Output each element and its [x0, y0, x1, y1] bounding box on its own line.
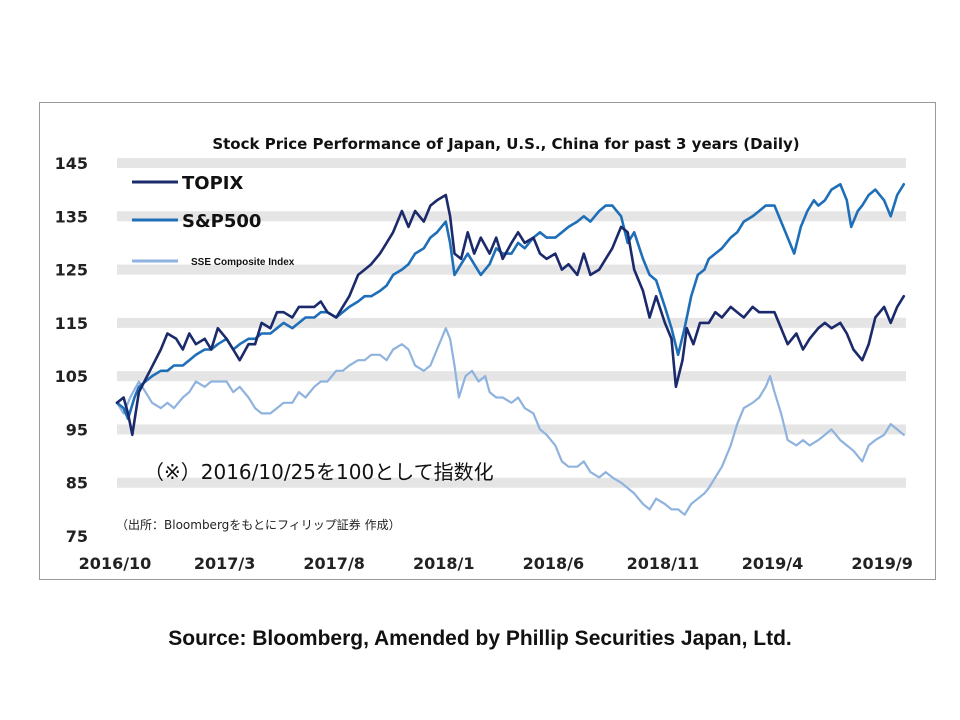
series-lines [115, 183, 906, 516]
y-tick-label: 115 [55, 314, 88, 333]
legend-label: S&P500 [182, 211, 261, 232]
x-axis: 2016/10 2017/3 2017/8 2018/1 2018/6 2018/11 20… [79, 554, 913, 573]
chart-frame: Stock Price Performance of Japan, U.S., … [39, 102, 936, 580]
grid-band [117, 211, 906, 222]
x-tick-label: 2017/3 [194, 554, 256, 573]
legend-label: SSE Composite Index [191, 257, 295, 268]
grid-bands [117, 158, 906, 488]
legend-label: TOPIX [182, 173, 243, 194]
grid-band [117, 158, 906, 168]
grid-band [117, 477, 906, 488]
y-tick-label: 95 [66, 420, 88, 439]
y-tick-label: 75 [66, 527, 88, 546]
y-tick-label: 145 [55, 154, 88, 173]
series-line-sse-composite-index [115, 327, 905, 516]
y-axis: 145 135 125 115 105 95 85 75 [55, 154, 88, 546]
series-line-topix [115, 193, 906, 437]
grid-band [117, 424, 906, 435]
grid-band [117, 264, 906, 275]
y-tick-label: 105 [55, 367, 88, 386]
x-tick-label: 2017/8 [303, 554, 365, 573]
grid-band [117, 317, 906, 328]
y-tick-label: 125 [55, 261, 88, 280]
x-tick-label: 2018/1 [413, 554, 475, 573]
y-tick-label: 135 [55, 207, 88, 226]
chart-title: Stock Price Performance of Japan, U.S., … [212, 135, 799, 153]
x-tick-label: 2019/9 [851, 554, 913, 573]
y-tick-label: 85 [66, 474, 88, 493]
chart-svg: Stock Price Performance of Japan, U.S., … [55, 135, 913, 573]
source-caption: Source: Bloomberg, Amended by Phillip Se… [168, 627, 792, 650]
x-tick-label: 2016/10 [79, 554, 152, 573]
index-note: （※）2016/10/25を100として指数化 [144, 460, 494, 484]
legend: TOPIX S&P500 SSE Composite Index [132, 173, 295, 268]
x-tick-label: 2019/4 [742, 554, 804, 573]
series-line-s-p500 [115, 183, 906, 421]
x-tick-label: 2018/11 [627, 554, 700, 573]
x-tick-label: 2018/6 [523, 554, 585, 573]
source-note: （出所：Bloombergをもとにフィリップ証券 作成） [116, 517, 401, 532]
grid-band [117, 371, 906, 382]
